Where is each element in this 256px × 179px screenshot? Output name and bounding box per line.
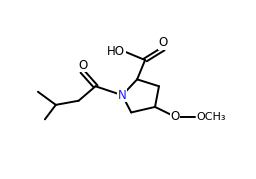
Text: N: N bbox=[118, 89, 127, 102]
Text: OCH₃: OCH₃ bbox=[197, 112, 226, 122]
Text: O: O bbox=[78, 59, 87, 72]
Text: O: O bbox=[158, 36, 168, 49]
Text: O: O bbox=[170, 110, 179, 123]
Text: HO: HO bbox=[107, 45, 125, 58]
